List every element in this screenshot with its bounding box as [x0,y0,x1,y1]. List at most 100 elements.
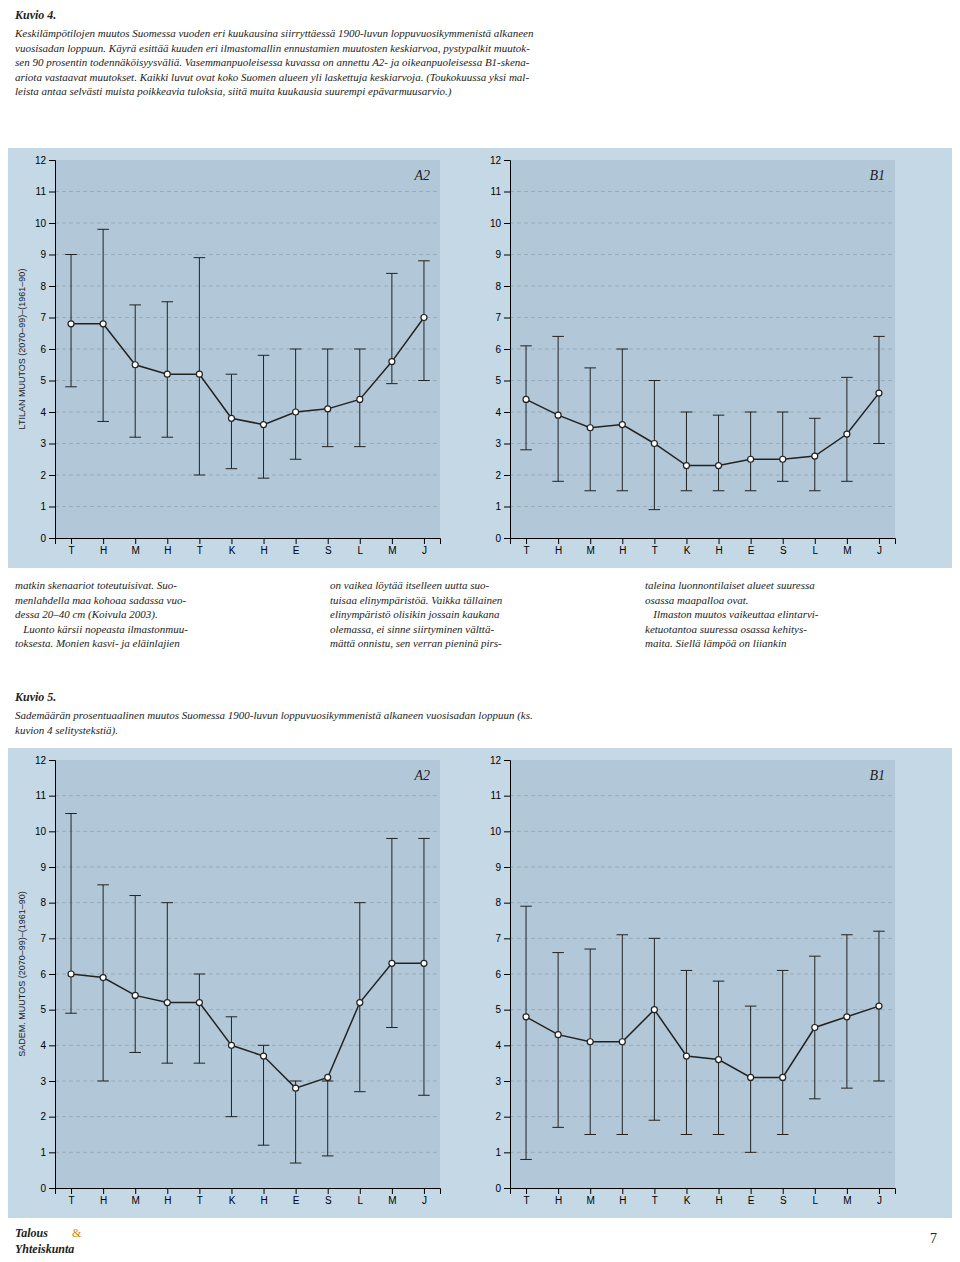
tick: H [260,538,267,556]
error-cap [617,934,629,935]
marker [293,1085,299,1091]
tick-mark [49,507,55,508]
marker [261,422,267,428]
tick: 0 [495,1183,510,1194]
error-cap [713,415,725,416]
y-axis: 0123456789101112 [35,755,56,1194]
error-cap [354,902,366,903]
tick: K [229,538,236,556]
error-cap [649,1120,661,1121]
tick: 0 [40,533,55,544]
error-cap [809,490,821,491]
marks [520,336,884,509]
tick-mark [49,223,55,224]
tick: M [587,538,595,556]
error-cap [65,1013,77,1014]
tick-label: E [293,1195,300,1206]
chart: 0123456789101112THMHTKHESLMJA2SADEM. MUU… [17,755,441,1206]
error-cap [809,418,821,419]
grid-line [55,475,440,476]
error-bar [622,935,623,1135]
marker [325,1074,331,1080]
tick-label: 7 [495,933,501,944]
error-cap [873,336,885,337]
tick-label: H [164,1195,171,1206]
tick: 11 [36,186,55,197]
tick-mark [504,223,510,224]
tick-mark [296,538,297,544]
tick: H [619,538,626,556]
tick-mark [558,1188,559,1194]
error-cap [194,257,206,258]
grid-line [55,795,440,796]
figure-panel: 0123456789101112THMHTKHESLMJA2SADEM. MUU… [8,748,952,1218]
plot-background [510,760,895,1188]
tick-mark [49,974,55,975]
error-cap [809,956,821,957]
tick: L [813,1188,819,1206]
tick: M [843,1188,851,1206]
tick: 12 [35,155,55,166]
tick-label: H [619,1195,626,1206]
grid-line [510,938,895,939]
mean-line [526,393,879,465]
tick: 9 [495,862,510,873]
tick-label: 7 [40,312,46,323]
tick-label: T [68,545,74,556]
grid-line [55,254,440,255]
error-cap [258,1045,270,1046]
tick: H [715,538,722,556]
y-axis-title: SADEM. MUUTOS (2070–99)–(1961–90) [17,891,27,1056]
tick: M [587,1188,595,1206]
error-cap [65,254,77,255]
tick-mark [815,1188,816,1194]
tick-label: 2 [495,470,501,481]
error-cap [290,1163,302,1164]
tick-mark [504,974,510,975]
error-cap [354,446,366,447]
figure-title: Kuvio 5. [15,690,56,705]
error-cap [418,260,430,261]
tick: 6 [495,344,510,355]
grid-line [510,1081,895,1082]
error-cap [584,367,596,368]
text-column: on vaikea löytää itselleen uutta suo- tu… [330,578,502,651]
tick-mark [49,538,55,539]
tick-label: H [715,545,722,556]
tick-mark [167,1188,168,1194]
error-cap [809,1098,821,1099]
error-bar [718,415,719,491]
tick: E [293,538,300,556]
tick: S [780,1188,787,1206]
tick-label: L [813,1195,819,1206]
marker [100,975,106,981]
scenario-label: B1 [869,768,885,783]
error-bar [327,1081,328,1156]
tick-mark [49,1045,55,1046]
tick: H [260,1188,267,1206]
tick-mark [296,1188,297,1194]
axis-line [504,161,511,539]
tick-label: 5 [495,375,501,386]
tick: 6 [40,344,55,355]
x-axis: THMHTKHESLMJ [56,1188,441,1206]
tick-mark [504,1010,510,1011]
error-bar [263,355,264,478]
tick: 2 [40,1111,55,1122]
tick: 2 [495,470,510,481]
tick-mark [360,1188,361,1194]
grid-line [55,191,440,192]
grid-line [510,286,895,287]
tick-label: J [877,545,882,556]
grid-line [510,974,895,975]
tick: M [843,538,851,556]
y-axis: 0123456789101112 [35,155,56,544]
tick-label: H [555,545,562,556]
tick-label: M [843,1195,851,1206]
tick-label: 3 [40,438,46,449]
tick-label: E [293,545,300,556]
grid-line [55,938,440,939]
error-cap [322,1155,334,1156]
tick-label: 0 [495,1183,501,1194]
error-cap [649,380,661,381]
